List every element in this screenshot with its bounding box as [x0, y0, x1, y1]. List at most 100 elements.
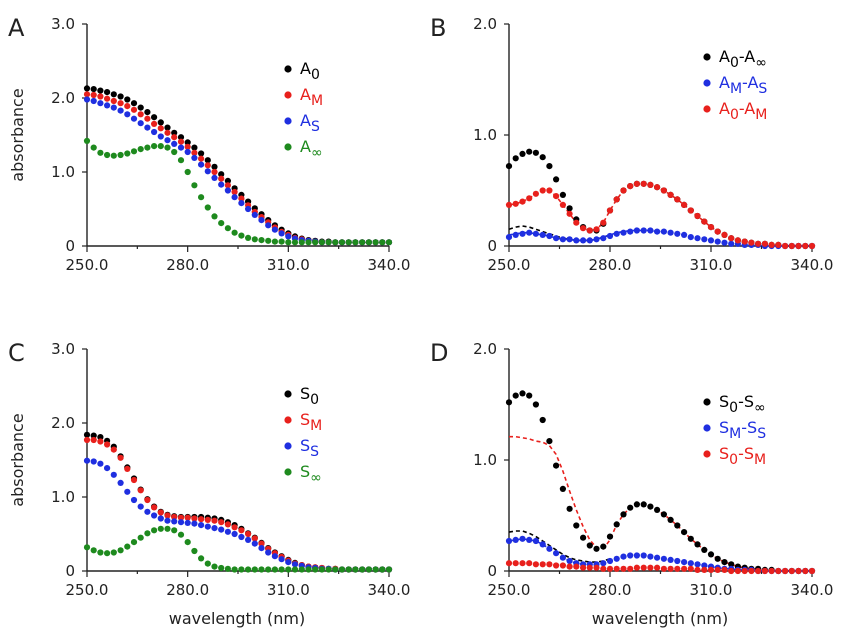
data-point: [755, 567, 762, 575]
data-point: [231, 188, 238, 196]
data-point: [593, 226, 600, 233]
data-point: [687, 535, 694, 542]
data-point: [553, 176, 560, 183]
data-point: [191, 515, 198, 522]
data-point: [519, 198, 526, 205]
data-point: [245, 234, 252, 241]
data-point: [721, 231, 728, 238]
data-point: [546, 232, 553, 240]
x-tick-label: 310.0: [690, 256, 733, 274]
legend-marker: [284, 468, 292, 476]
data-point: [532, 561, 540, 568]
data-point: [278, 238, 285, 245]
data-point: [151, 143, 158, 150]
data-point: [211, 174, 218, 181]
data-point: [640, 501, 647, 508]
data-point: [539, 187, 546, 194]
data-point: [553, 550, 560, 557]
data-point: [224, 521, 231, 528]
data-point: [211, 563, 218, 570]
data-point: [674, 230, 681, 237]
data-point: [714, 228, 721, 235]
data-point: [687, 560, 694, 567]
data-point: [808, 567, 816, 575]
data-point: [117, 100, 124, 107]
data-point: [546, 163, 553, 170]
data-point: [157, 119, 164, 126]
data-point: [285, 566, 292, 573]
data-point: [157, 509, 164, 516]
legend-marker: [284, 117, 292, 125]
data-point: [198, 155, 205, 162]
series-2: [83, 457, 393, 573]
panel-letter-a: A: [8, 14, 25, 42]
data-point: [110, 152, 117, 159]
data-point: [184, 143, 191, 150]
data-point: [633, 180, 641, 187]
data-point: [539, 154, 546, 161]
data-point: [285, 559, 292, 566]
data-point: [117, 454, 124, 461]
data-point: [505, 560, 513, 567]
data-point: [90, 432, 97, 439]
data-point: [130, 100, 138, 107]
data-point: [251, 211, 258, 218]
dashed-fit-line: [508, 229, 812, 247]
data-point: [701, 566, 708, 574]
legend-label: S∞: [300, 462, 322, 486]
data-point: [110, 97, 117, 105]
data-point: [271, 553, 278, 560]
data-point: [117, 107, 124, 114]
legend-label: A∞: [300, 137, 323, 161]
data-point: [83, 91, 91, 98]
data-point: [532, 537, 540, 545]
y-tick-label: 1.0: [473, 126, 497, 144]
data-point: [265, 222, 272, 229]
data-point: [211, 213, 218, 220]
data-point: [372, 239, 379, 246]
data-point: [238, 232, 245, 239]
legend-label: SM-SS: [719, 418, 766, 442]
data-point: [204, 157, 211, 164]
data-point: [191, 149, 198, 156]
series-2: [505, 560, 816, 575]
dashed-fit-line: [509, 435, 812, 572]
data-point: [90, 97, 97, 105]
data-point: [512, 200, 519, 207]
data-point: [512, 560, 519, 567]
data-point: [728, 240, 735, 247]
data-point: [130, 148, 138, 155]
data-point: [184, 539, 191, 546]
data-point: [211, 517, 218, 524]
data-point: [312, 566, 319, 573]
data-point: [526, 195, 533, 202]
data-point: [748, 567, 755, 575]
data-point: [258, 217, 265, 224]
data-point: [620, 565, 627, 572]
data-point: [110, 549, 117, 556]
data-point: [539, 416, 546, 424]
data-point: [775, 567, 782, 575]
data-point: [606, 557, 614, 565]
data-point: [573, 522, 580, 529]
data-point: [258, 540, 265, 547]
y-tick-label: 0: [487, 562, 497, 580]
data-point: [526, 148, 533, 155]
data-point: [593, 564, 600, 571]
panel-letter-b: B: [430, 14, 446, 42]
data-point: [83, 457, 91, 464]
data-point: [701, 218, 708, 225]
data-point: [117, 479, 124, 486]
data-point: [338, 239, 346, 246]
data-point: [258, 237, 265, 244]
data-point: [620, 187, 627, 194]
data-point: [124, 96, 131, 103]
data-point: [775, 241, 782, 248]
data-point: [104, 151, 111, 159]
data-point: [559, 191, 567, 198]
data-point: [613, 565, 620, 572]
data-point: [218, 175, 225, 182]
data-point: [687, 207, 694, 214]
legend-label: AM: [300, 85, 323, 109]
data-point: [379, 566, 386, 573]
